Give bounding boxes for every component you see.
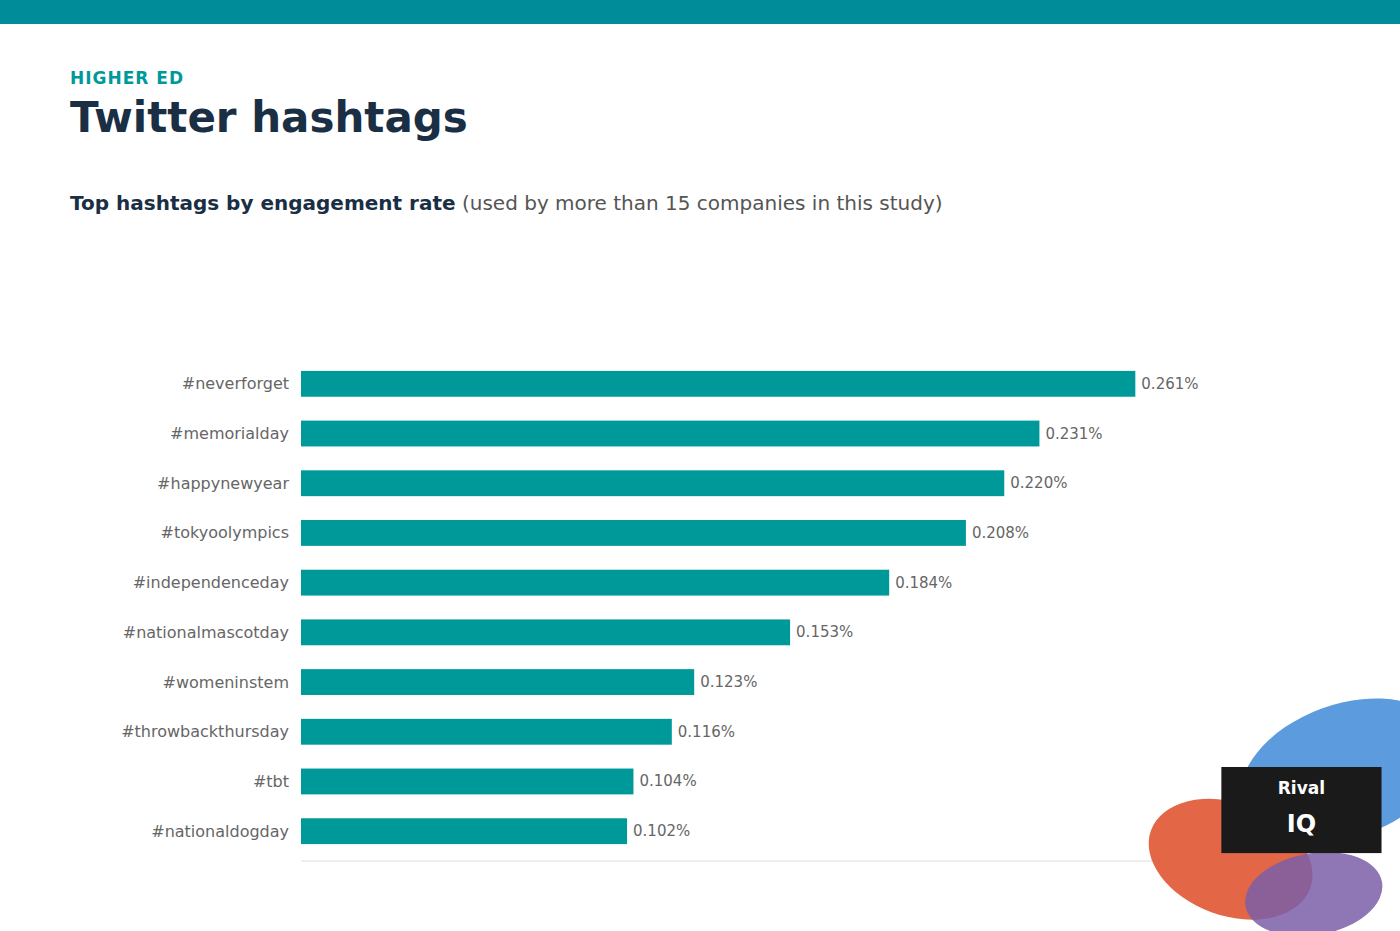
category-label: #neverforget xyxy=(182,374,289,393)
subtitle: Top hashtags by engagement rate (used by… xyxy=(70,191,943,215)
labels: #neverforget 0.261% #memorialday 0.231% #hap… xyxy=(121,374,1198,840)
subtitle-normal: (used by more than 15 companies in this … xyxy=(456,191,943,215)
x-axis-line xyxy=(301,861,1260,862)
value-label: 0.123% xyxy=(700,673,757,691)
value-label: 0.220% xyxy=(1010,474,1067,492)
bar xyxy=(301,818,627,844)
bars xyxy=(301,371,1135,844)
category-label: #nationaldogday xyxy=(151,822,289,841)
category-label: #womeninstem xyxy=(163,673,289,692)
bar xyxy=(301,421,1039,447)
bar xyxy=(301,619,790,645)
value-label: 0.231% xyxy=(1045,425,1102,443)
top-stripe xyxy=(0,0,1400,24)
value-label: 0.208% xyxy=(972,524,1029,542)
value-label: 0.116% xyxy=(678,723,735,741)
category-label: #tbt xyxy=(253,772,289,791)
logo-blob xyxy=(1238,842,1389,931)
bar xyxy=(301,371,1135,397)
title: Twitter hashtags xyxy=(70,93,468,142)
bar xyxy=(301,719,672,745)
kicker: HIGHER ED xyxy=(70,68,184,88)
logo-blob xyxy=(1220,672,1400,871)
category-label: #happynewyear xyxy=(157,474,289,493)
value-label: 0.153% xyxy=(796,623,853,641)
category-label: #tokyoolympics xyxy=(161,523,289,542)
value-label: 0.261% xyxy=(1141,375,1198,393)
logo: Rival IQ xyxy=(1132,672,1400,931)
value-label: 0.102% xyxy=(633,822,690,840)
bar xyxy=(301,669,694,695)
category-label: #independenceday xyxy=(133,573,289,592)
value-label: 0.104% xyxy=(639,772,696,790)
logo-text: Rival xyxy=(1278,778,1325,798)
background xyxy=(0,0,1400,931)
logo-box xyxy=(1221,767,1381,853)
subtitle-bold: Top hashtags by engagement rate xyxy=(70,191,456,215)
bar xyxy=(301,470,1004,496)
bar xyxy=(301,570,889,596)
bar xyxy=(301,520,966,546)
value-label: 0.184% xyxy=(895,574,952,592)
chart: HIGHER ED Twitter hashtags Top hashtags by… xyxy=(0,0,1400,931)
category-label: #nationalmascotday xyxy=(123,623,289,642)
logo-text: IQ xyxy=(1287,810,1316,838)
category-label: #throwbackthursday xyxy=(121,722,289,741)
bar xyxy=(301,769,633,795)
category-label: #memorialday xyxy=(170,424,289,443)
